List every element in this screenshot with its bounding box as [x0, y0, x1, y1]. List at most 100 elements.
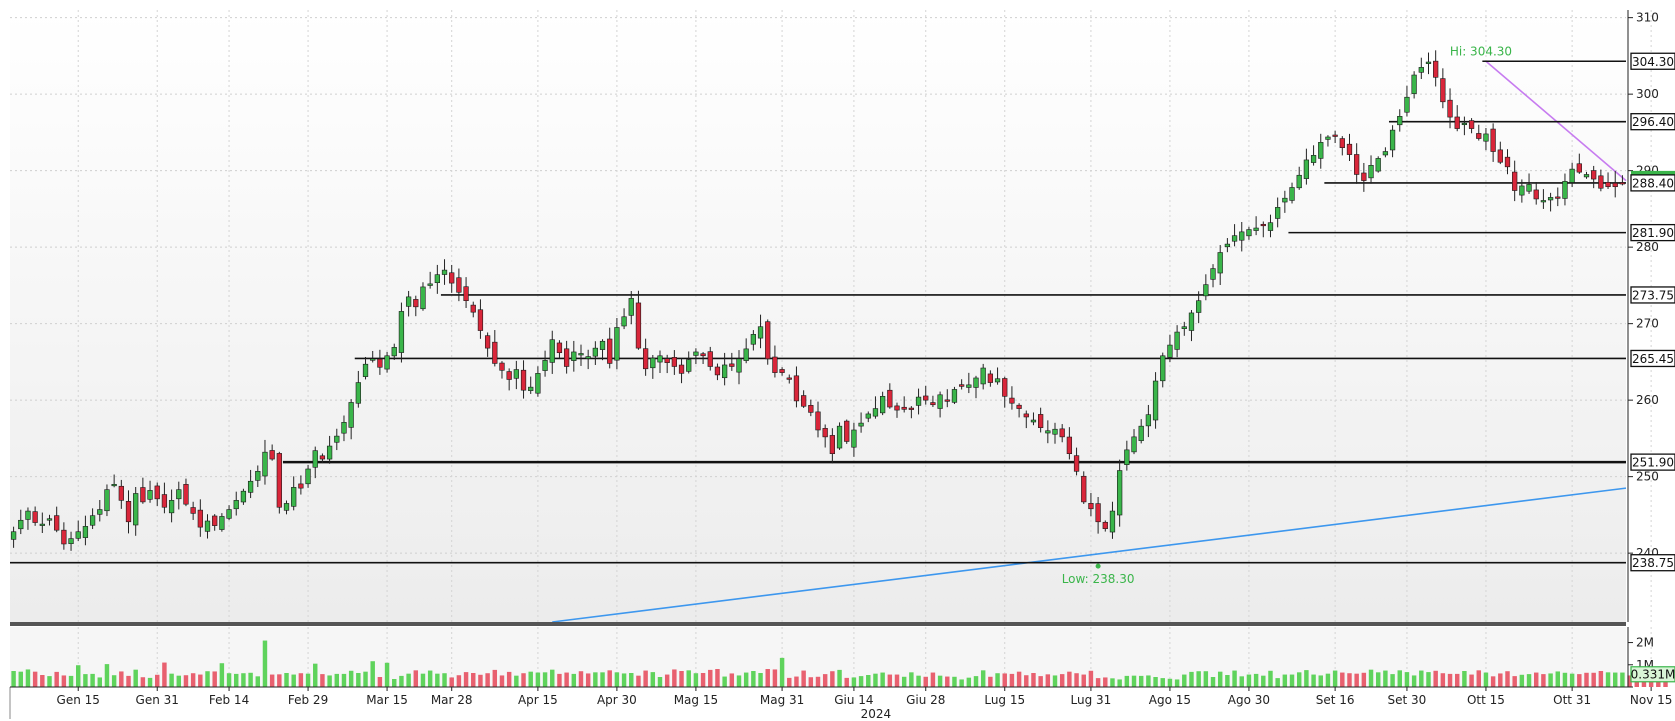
candle-body — [1016, 404, 1022, 409]
volume-bar — [830, 671, 835, 687]
candle-body — [1030, 419, 1037, 423]
candle-body — [793, 375, 800, 402]
candle — [125, 490, 132, 534]
candle-body — [1318, 142, 1324, 159]
candle — [233, 491, 239, 516]
candle-body — [1267, 222, 1274, 231]
candle — [283, 500, 290, 515]
volume-bar — [1153, 677, 1158, 687]
candle-body — [930, 402, 936, 406]
candle-body — [750, 334, 756, 345]
x-tick-label: Mag 15 — [674, 693, 718, 707]
candle-body — [1045, 430, 1051, 434]
candle — [470, 301, 476, 318]
candle-body — [312, 450, 318, 468]
level-flag-265.45: 265.45 — [1630, 349, 1675, 368]
volume-bar — [1031, 673, 1036, 687]
candle — [563, 340, 570, 374]
candle-body — [1583, 174, 1590, 178]
candle-body — [650, 357, 656, 369]
volume-bar — [1138, 675, 1144, 687]
candle — [1038, 407, 1044, 433]
x-tick-label: Mag 31 — [760, 693, 804, 707]
volume-bar — [930, 672, 936, 687]
candle-body — [1160, 355, 1166, 382]
volume-bar — [1296, 672, 1302, 687]
candle — [1002, 376, 1008, 408]
candle-body — [1052, 428, 1058, 435]
candle — [1267, 214, 1274, 238]
candle — [1124, 440, 1130, 471]
volume-bar — [1541, 674, 1546, 687]
candle — [1016, 403, 1022, 418]
volume-bar — [643, 670, 648, 687]
candle-body — [1239, 231, 1245, 241]
volume-bar — [155, 674, 160, 687]
candle-body — [1138, 425, 1144, 441]
volume-bar — [1483, 672, 1489, 687]
volume-bar — [104, 664, 110, 687]
candle-body — [599, 340, 606, 350]
candle-body — [1440, 78, 1446, 103]
candle-body — [1562, 181, 1568, 199]
candle — [836, 422, 843, 450]
volume-bar — [1663, 677, 1668, 687]
candle-body — [714, 366, 721, 376]
volume-bar — [140, 677, 146, 687]
candle-body — [219, 516, 225, 530]
candle-body — [118, 485, 124, 501]
volume-bar — [542, 672, 548, 687]
candle-body — [901, 406, 907, 410]
candle-body — [1555, 196, 1561, 199]
volume-bar — [399, 675, 404, 687]
volume-bar — [269, 674, 275, 687]
volume-bar — [1318, 675, 1323, 687]
volume-bar — [212, 671, 217, 687]
candle-body — [937, 394, 943, 409]
volume-bar — [1419, 670, 1424, 687]
support-trendline — [552, 487, 1627, 623]
candle-body — [757, 326, 764, 339]
candle-body — [434, 274, 440, 284]
candle-body — [1224, 243, 1231, 248]
candle — [1088, 492, 1094, 517]
volume-bar — [255, 676, 261, 687]
y-tick-label: 300 — [1636, 87, 1659, 101]
volume-bar — [1124, 675, 1130, 687]
candle-body — [68, 538, 74, 544]
candle — [1160, 352, 1166, 388]
candle-body — [520, 369, 527, 391]
volume-bar — [787, 677, 792, 687]
candle-body — [1246, 229, 1252, 237]
volume-bar — [1103, 677, 1108, 687]
candle-body — [664, 358, 670, 363]
volume-bar — [995, 673, 1000, 687]
candle — [1433, 50, 1439, 87]
level-flag-label: 296.40 — [1632, 115, 1674, 129]
level-flag-label: 304.30 — [1632, 55, 1674, 69]
candle-body — [1612, 182, 1618, 188]
candle-body — [1404, 96, 1410, 113]
candle — [1081, 471, 1087, 504]
candle-body — [678, 364, 685, 374]
candle — [858, 412, 864, 433]
candle-body — [765, 321, 771, 360]
candle-body — [779, 369, 785, 373]
candle — [994, 367, 1001, 385]
volume-bar — [413, 670, 419, 687]
candle-body — [391, 347, 397, 357]
candle — [39, 512, 45, 534]
candle-body — [915, 396, 922, 406]
candle — [736, 350, 742, 385]
volume-bar — [1390, 674, 1395, 687]
candle — [1152, 372, 1159, 429]
candle — [1569, 162, 1575, 188]
candle — [1117, 459, 1123, 527]
volume-bar — [341, 673, 347, 687]
candle-body — [39, 523, 45, 526]
candle — [161, 482, 168, 514]
candle-body — [1512, 171, 1518, 191]
candle-body — [1605, 182, 1611, 188]
candle-body — [247, 480, 254, 493]
